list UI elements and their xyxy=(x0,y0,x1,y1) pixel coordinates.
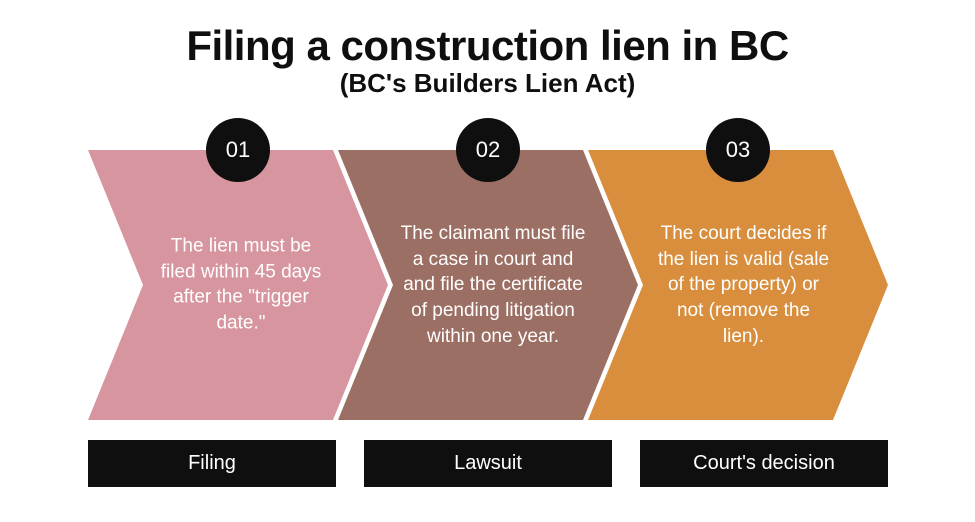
main-title: Filing a construction lien in BC xyxy=(0,22,975,70)
labels-row: Filing Lawsuit Court's decision xyxy=(88,440,888,487)
step-number-1: 01 xyxy=(226,137,250,163)
title-block: Filing a construction lien in BC (BC's B… xyxy=(0,0,975,99)
label-courts-decision: Court's decision xyxy=(640,440,888,487)
step-badge-1: 01 xyxy=(206,118,270,182)
label-filing: Filing xyxy=(88,440,336,487)
chevron-row: 01 The lien must be filed within 45 days… xyxy=(88,150,888,420)
step-body-3: The court decides if the lien is valid (… xyxy=(656,221,831,349)
step-body-1: The lien must be filed within 45 days af… xyxy=(156,234,326,337)
subtitle: (BC's Builders Lien Act) xyxy=(0,68,975,99)
step-number-2: 02 xyxy=(476,137,500,163)
label-lawsuit: Lawsuit xyxy=(364,440,612,487)
step-badge-3: 03 xyxy=(706,118,770,182)
step-badge-2: 02 xyxy=(456,118,520,182)
step-number-3: 03 xyxy=(726,137,750,163)
chevron-step-3: 03 The court decides if the lien is vali… xyxy=(588,150,888,420)
step-body-2: The claimant must file a case in court a… xyxy=(398,221,588,349)
